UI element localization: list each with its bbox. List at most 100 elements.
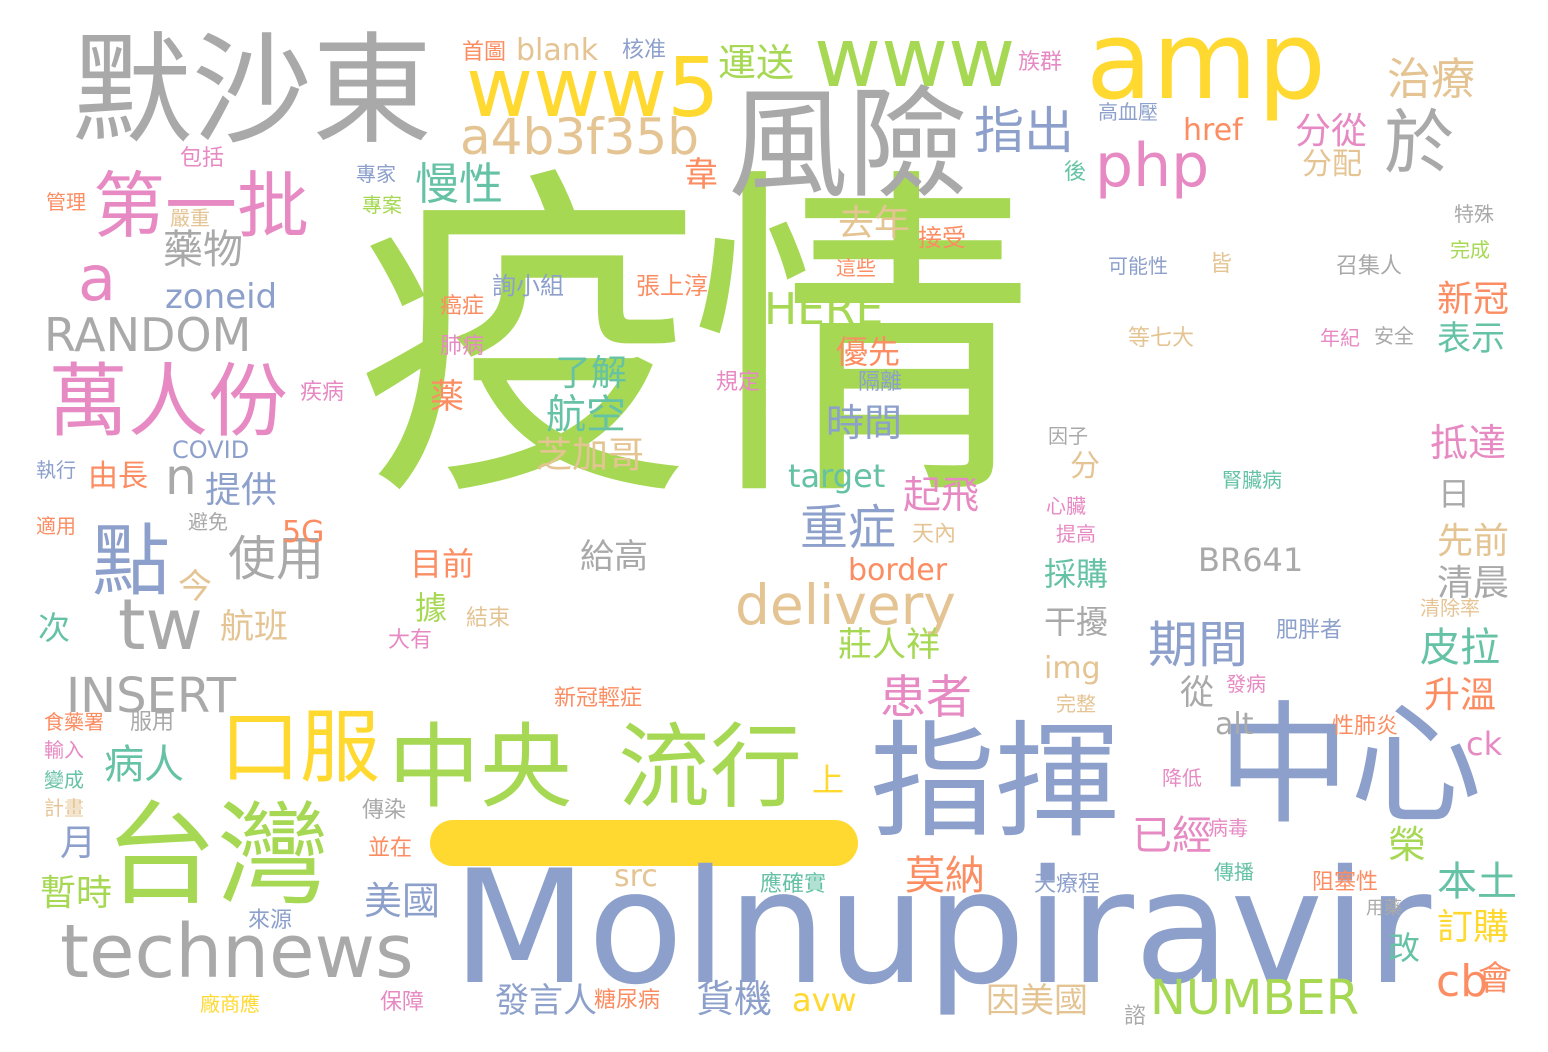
word-yinmeiguo: 因美國 — [986, 981, 1088, 1021]
word-tigao: 提高 — [1056, 522, 1096, 546]
word-gai: 改 — [1388, 929, 1421, 967]
word-youchang: 由長 — [88, 459, 148, 494]
word-xunxiaozu: 詢小組 — [492, 272, 564, 300]
word-a: a — [78, 242, 116, 315]
word-yao: 薬 — [430, 377, 464, 417]
word-fengxian: 風險 — [728, 76, 968, 215]
word-muqian: 目前 — [410, 545, 475, 583]
word-bimian: 避免 — [188, 510, 228, 534]
word-teshu: 特殊 — [1454, 202, 1494, 226]
word-baokuo: 包括 — [180, 146, 225, 171]
word-aizheng: 癌症 — [440, 294, 485, 319]
word-zhexie: 這些 — [836, 256, 876, 280]
word-biaoshi: 表示 — [1437, 319, 1505, 359]
word-rong: 榮 — [1388, 823, 1427, 867]
word-jihua: 計畫 — [44, 796, 84, 820]
word-tianliaocheng: 天療程 — [1034, 872, 1101, 897]
word-alt: alt — [1215, 707, 1254, 742]
word-molnupiravir: Molnupiravir — [452, 837, 1432, 1020]
word-zhangshangchun: 張上淳 — [636, 272, 708, 300]
word-ju: 據 — [415, 589, 448, 627]
word-shenzangbing: 腎臟病 — [1222, 468, 1282, 492]
word-qifei: 起飛 — [903, 473, 980, 517]
word-zhixing: 執行 — [36, 458, 76, 482]
word-blank: blank — [516, 33, 599, 68]
word-yijing: 已經 — [1132, 813, 1212, 859]
word-zhiliao: 治療 — [1387, 54, 1475, 105]
word-huanzhe: 患者 — [880, 670, 972, 724]
word-geli: 隔離 — [858, 370, 903, 395]
word-bentu: 本土 — [1437, 859, 1517, 905]
word-hangban: 航班 — [220, 607, 288, 647]
word-xinguanqingzheng: 新冠輕症 — [554, 686, 643, 711]
word-img: img — [1044, 651, 1101, 686]
word-taiwan: 台灣 — [105, 791, 329, 921]
word-wancheng: 完成 — [1450, 238, 1490, 262]
word-diyipi: 第一批 — [93, 164, 310, 248]
word-zoneid: zoneid — [165, 277, 278, 317]
word-cb: cb — [1436, 956, 1489, 1007]
word-jiangdi: 降低 — [1162, 766, 1202, 790]
word-yinzi: 因子 — [1048, 424, 1088, 448]
word-liaojie: 了解 — [555, 353, 628, 394]
word-shang: 上 — [812, 761, 845, 799]
word-zi: 諮 — [1124, 1004, 1147, 1029]
word-qingchulv: 清除率 — [1420, 596, 1480, 620]
word-wanrenfen: 萬人份 — [48, 355, 288, 448]
word-br641: BR641 — [1198, 541, 1304, 579]
word-tangniaobing: 糖尿病 — [594, 988, 661, 1013]
word-bingdu: 病毒 — [1208, 816, 1248, 840]
word-youxian: 優先 — [836, 333, 901, 371]
word-jibing: 疾病 — [300, 380, 345, 405]
word-insert: INSERT — [66, 668, 237, 724]
word-jieshu: 結束 — [466, 606, 511, 631]
word-qijian: 期間 — [1148, 616, 1248, 674]
word-shoutu: 首圖 — [462, 40, 507, 65]
word-guiding: 規定 — [716, 370, 761, 395]
word-jie: 皆 — [1210, 252, 1233, 277]
word-changshangying: 廠商應 — [200, 992, 260, 1016]
word-src: src — [614, 859, 658, 894]
word-shijian: 時間 — [826, 401, 903, 445]
word-zhihui: 指揮 — [870, 710, 1120, 855]
word-jin: 今 — [178, 567, 212, 607]
word-zanshi: 暫時 — [40, 873, 113, 914]
word-nianji: 年紀 — [1320, 326, 1360, 350]
word-fayanren: 發言人 — [495, 981, 597, 1021]
word-jieshou: 接受 — [918, 224, 966, 252]
word-dida: 抵達 — [1430, 421, 1507, 465]
word-dayou: 大有 — [388, 628, 433, 653]
word-shiyong: 使用 — [228, 531, 325, 587]
word-xinzang: 心臟 — [1046, 494, 1086, 518]
word-a4b3f35b: a4b3f35b — [460, 108, 699, 166]
word-chuanran: 傳染 — [362, 798, 407, 823]
word-php: php — [1095, 131, 1210, 201]
word-random: RANDOM — [44, 308, 252, 362]
word-here: HERE — [764, 284, 884, 335]
word-cong: 從 — [1180, 673, 1214, 713]
word-zuqun: 族群 — [1018, 50, 1063, 75]
word-bingzai: 並在 — [368, 836, 413, 861]
word-ri: 日 — [1438, 475, 1471, 513]
word-zhuangrenxiang: 莊人祥 — [838, 625, 940, 665]
word-amp: amp — [1086, 0, 1326, 124]
word-qingchen: 清晨 — [1437, 563, 1510, 604]
word-yanzhong: 嚴重 — [170, 206, 210, 230]
word-guanli: 管理 — [46, 190, 86, 214]
word-yiqing: 疫情 — [355, 142, 1035, 543]
word-www: www — [814, 11, 1016, 106]
word-zhongzheng: 重症 — [800, 500, 897, 556]
word-shuru: 輸入 — [44, 738, 84, 762]
word-yu: 於 — [1384, 102, 1454, 184]
word-zusexing: 阻塞性 — [1312, 870, 1379, 895]
word-kenengxing: 可能性 — [1108, 254, 1168, 278]
word-liuxing: 流行 — [618, 714, 803, 821]
word-yongyao: 用藥 — [1366, 898, 1402, 919]
word-www5: www5 — [466, 41, 720, 136]
word-gaoxueya: 高血壓 — [1098, 100, 1158, 124]
word-target: target — [788, 457, 886, 495]
highlight-bar — [430, 820, 858, 866]
word-mona: 莫納 — [905, 853, 985, 899]
word-qunian: 去年 — [838, 203, 911, 244]
word-yingqueshi: 應確實 — [760, 872, 827, 897]
